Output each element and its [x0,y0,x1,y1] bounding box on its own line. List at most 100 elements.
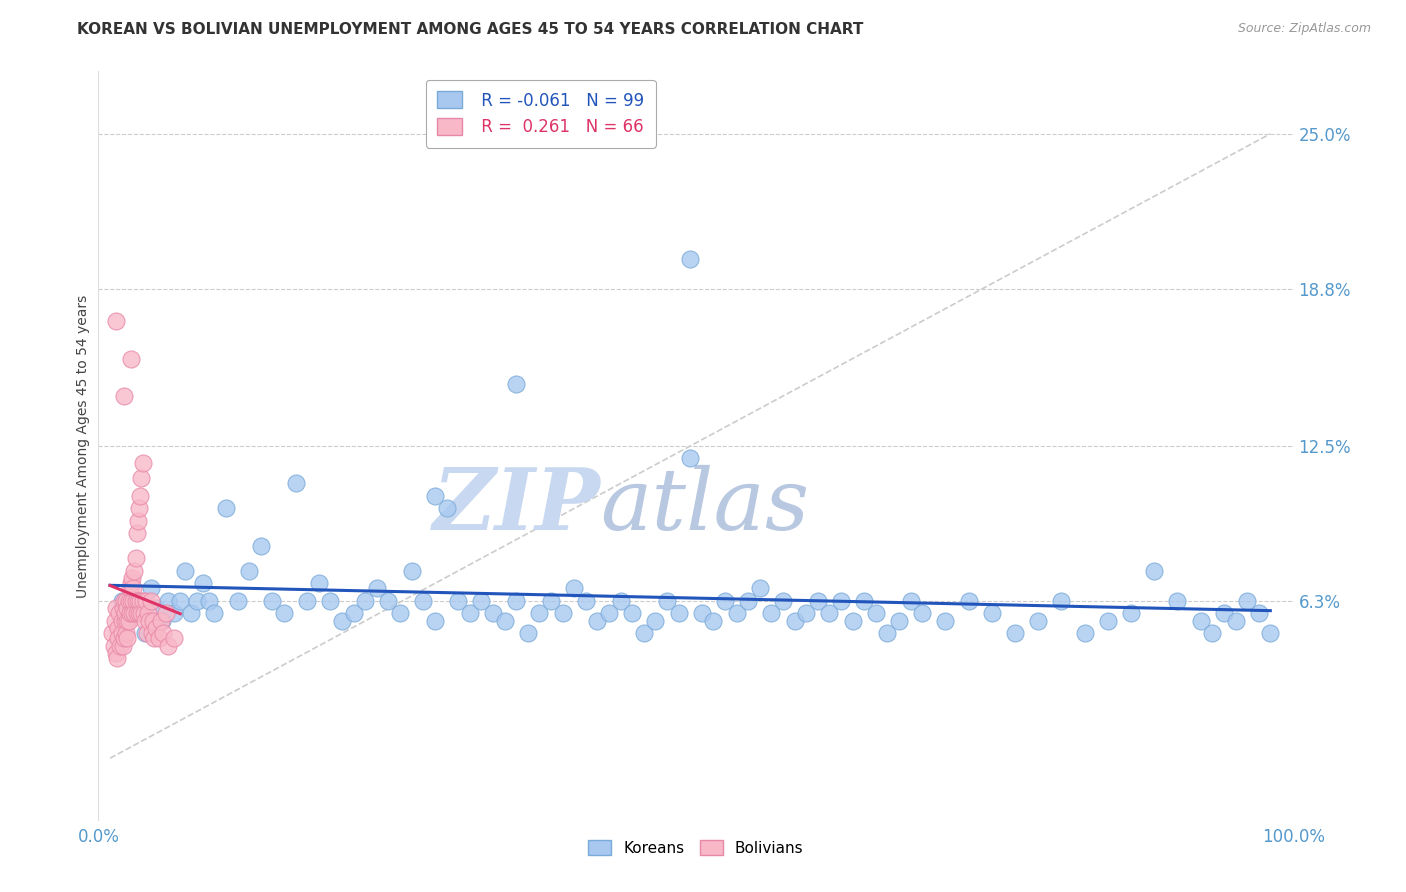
Point [1004,626,1026,640]
Point [204,607,226,621]
Point [197,594,219,608]
Point [957,594,980,608]
Point [423,614,446,628]
Point [297,594,319,608]
Point [1258,626,1281,640]
Point [124,551,146,566]
Point [122,594,145,608]
Point [308,576,330,591]
Point [108,607,131,621]
Point [1143,564,1166,578]
Point [389,607,412,621]
Point [139,582,162,596]
Point [128,607,150,621]
Point [148,632,170,646]
Point [412,594,434,608]
Point [104,646,127,660]
Text: atlas: atlas [600,465,810,548]
Point [250,539,273,553]
Text: Source: ZipAtlas.com: Source: ZipAtlas.com [1237,22,1371,36]
Point [621,607,644,621]
Point [505,594,527,608]
Point [141,626,163,640]
Point [120,351,142,366]
Point [110,639,132,653]
Point [169,594,191,608]
Point [761,607,783,621]
Point [115,626,138,640]
Point [1247,607,1270,621]
Point [136,626,159,640]
Point [876,626,898,640]
Point [609,594,631,608]
Point [107,632,129,646]
Point [101,626,124,640]
Point [186,594,208,608]
Point [551,607,574,621]
Point [366,582,388,596]
Y-axis label: Unemployment Among Ages 45 to 54 years: Unemployment Among Ages 45 to 54 years [76,294,90,598]
Point [1225,614,1247,628]
Point [150,614,173,628]
Point [121,571,143,585]
Point [117,601,139,615]
Point [262,594,284,608]
Point [124,607,146,621]
Point [482,607,505,621]
Point [138,614,160,628]
Point [125,526,148,541]
Point [562,582,585,596]
Point [1212,607,1234,621]
Point [737,594,759,608]
Point [841,614,863,628]
Legend: Koreans, Bolivians: Koreans, Bolivians [582,833,810,862]
Point [1073,626,1095,640]
Point [131,457,153,471]
Point [112,632,135,646]
Point [127,594,149,608]
Point [132,607,155,621]
Point [111,639,134,653]
Point [458,607,481,621]
Point [143,632,166,646]
Point [934,614,956,628]
Point [142,614,165,628]
Point [319,594,342,608]
Point [783,614,806,628]
Point [714,594,737,608]
Point [633,626,655,640]
Point [136,607,159,621]
Text: 100.0%: 100.0% [1263,828,1324,847]
Point [124,594,146,608]
Point [145,621,167,635]
Point [118,582,141,596]
Point [436,501,458,516]
Point [131,607,153,621]
Point [401,564,423,578]
Point [118,607,141,621]
Point [818,607,841,621]
Point [1201,626,1223,640]
Point [911,607,934,621]
Point [1236,594,1258,608]
Point [115,594,138,608]
Point [470,594,492,608]
Point [807,594,830,608]
Point [772,594,794,608]
Point [134,626,156,640]
Point [377,594,399,608]
Point [122,607,145,621]
Point [111,594,134,608]
Point [163,607,186,621]
Point [191,576,214,591]
Point [131,594,153,608]
Point [128,501,150,516]
Point [135,594,157,608]
Point [103,639,125,653]
Point [1050,594,1073,608]
Point [112,389,135,403]
Point [238,564,260,578]
Point [679,451,702,466]
Point [150,614,173,628]
Point [529,607,551,621]
